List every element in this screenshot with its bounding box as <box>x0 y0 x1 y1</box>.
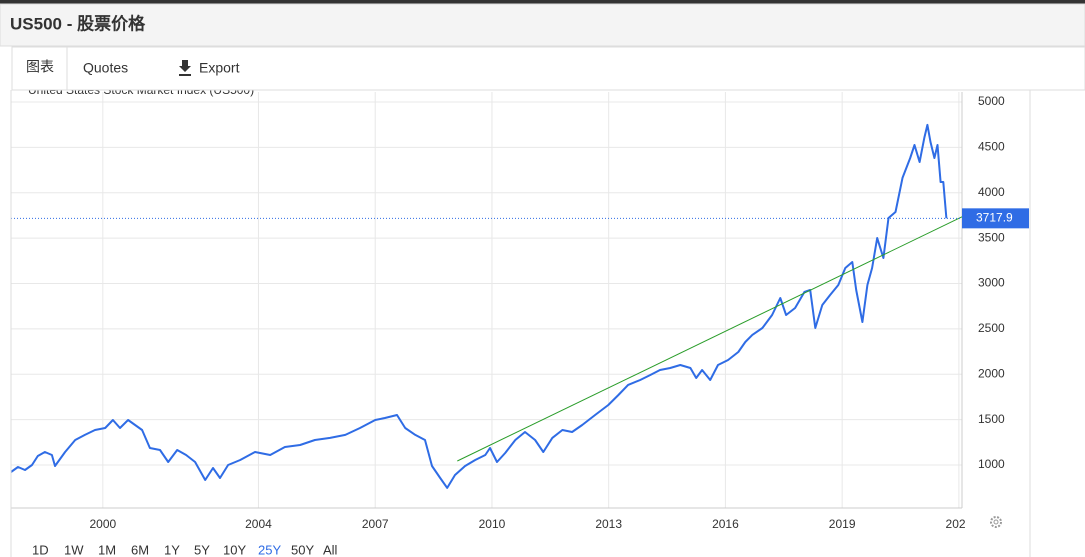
y-tick-label: 3500 <box>978 230 1005 244</box>
tab[interactable]: Export <box>199 60 240 76</box>
x-tick-label: 2022 <box>946 517 973 531</box>
y-tick-label: 4500 <box>978 140 1005 154</box>
download-icon <box>179 60 191 76</box>
range-button[interactable]: 1D <box>32 542 49 557</box>
range-button[interactable]: 1M <box>98 542 116 557</box>
tab[interactable]: Quotes <box>83 60 128 76</box>
y-tick-label: 2500 <box>978 321 1005 335</box>
last-value-label: 3717.9 <box>976 211 1013 225</box>
x-tick-label: 2007 <box>362 517 389 531</box>
x-tick-label: 2004 <box>245 517 272 531</box>
header: US500 - 股票价格 图表 Quotes Export <box>0 0 1085 91</box>
y-tick-label: 5000 <box>978 94 1005 108</box>
range-button[interactable]: 1Y <box>164 542 180 557</box>
x-tick-label: 2010 <box>479 517 506 531</box>
y-tick-label: 4000 <box>978 185 1005 199</box>
range-button[interactable]: 1W <box>64 542 84 557</box>
x-tick-label: 2013 <box>595 517 622 531</box>
range-button[interactable]: 50Y <box>291 542 314 557</box>
range-button[interactable]: 10Y <box>223 542 246 557</box>
chart: United States Stock Market Index (US500)… <box>10 83 1029 531</box>
price-line <box>10 123 948 489</box>
tab[interactable]: 图表 <box>26 59 54 75</box>
y-tick-label: 2000 <box>978 366 1005 380</box>
y-tick-label: 1000 <box>978 457 1005 471</box>
range-button[interactable]: All <box>323 542 338 557</box>
gear-center <box>993 519 999 525</box>
x-tick-label: 2016 <box>712 517 739 531</box>
gear[interactable] <box>990 516 1002 528</box>
toolbar <box>11 46 1085 91</box>
y-tick-label: 1500 <box>978 412 1005 426</box>
range-button[interactable]: 6M <box>131 542 149 557</box>
header-bar <box>0 3 1085 47</box>
x-tick-label: 2000 <box>89 517 116 531</box>
range-button[interactable]: 25Y <box>258 542 281 557</box>
top-bar <box>0 0 1085 4</box>
y-tick-label: 3000 <box>978 276 1005 290</box>
x-tick-label: 2019 <box>829 517 856 531</box>
range-button[interactable]: 5Y <box>194 542 210 557</box>
settings-icon[interactable] <box>990 516 1002 528</box>
page-title: US500 - 股票价格 <box>10 13 146 33</box>
last-value-box <box>962 208 1029 229</box>
trend-line <box>457 216 963 462</box>
range-buttons: 1D 1W 1M 6M 1Y 5Y 10Y 25Y 50Y All <box>32 542 338 557</box>
